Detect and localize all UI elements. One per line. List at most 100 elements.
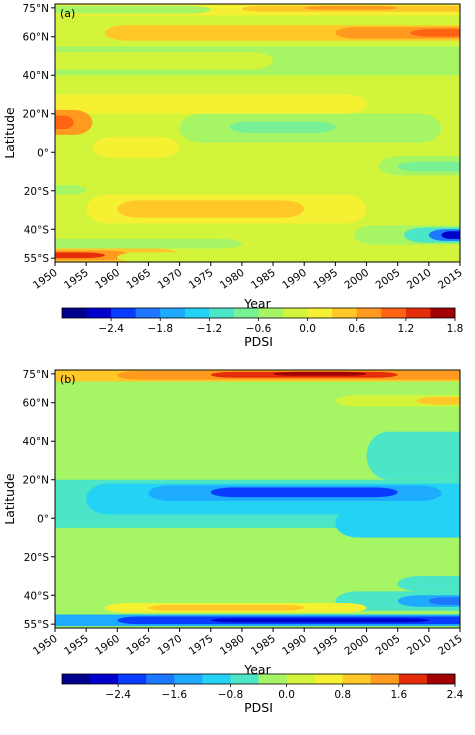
x-tick-label: 1960 xyxy=(93,633,122,658)
heatmap-cell xyxy=(273,371,367,376)
y-tick-label: 0° xyxy=(37,513,49,525)
colorbar-tick-label: 1.8 xyxy=(447,323,464,335)
x-tick-label: 1965 xyxy=(124,633,153,658)
colorbar-swatch xyxy=(356,308,382,318)
x-tick-label: 1965 xyxy=(124,267,153,292)
heatmap-cell xyxy=(304,5,398,10)
y-tick-label: 55°S xyxy=(24,253,50,265)
panel-label: (b) xyxy=(60,373,76,386)
colorbar-frame xyxy=(61,673,456,685)
panel-a: 75°N 60°N 40°N 20°N 0° 20°S 40°S 55°S 1950 1955 19… xyxy=(0,0,475,365)
x-tick-label: 1995 xyxy=(311,267,340,292)
heatmap-cell xyxy=(416,396,460,405)
colorbar-tick-label: −1.8 xyxy=(148,323,174,335)
colorbar-swatch xyxy=(405,308,431,318)
heatmap-cell xyxy=(210,618,429,623)
colorbar-swatch xyxy=(111,308,137,318)
panel-label: (a) xyxy=(60,7,75,20)
colorbar-tick-label: −2.4 xyxy=(105,689,131,701)
colorbar-swatch xyxy=(62,674,91,684)
colorbar-swatch xyxy=(135,308,161,318)
plot-frame xyxy=(54,3,461,263)
y-tick-label: 20°N xyxy=(23,109,49,121)
colorbar-swatch xyxy=(90,674,119,684)
x-axis-label: Year xyxy=(243,296,271,311)
x-tick-label: 1970 xyxy=(156,267,185,292)
x-tick-label: 1950 xyxy=(31,633,60,658)
x-tick-label: 1985 xyxy=(249,633,278,658)
colorbar-swatch xyxy=(426,674,456,684)
colorbar-swatch xyxy=(430,308,456,318)
colorbar-swatch xyxy=(209,308,235,318)
heatmap-cell xyxy=(117,200,305,218)
colorbar-swatch xyxy=(230,674,259,684)
x-tick-label: 1990 xyxy=(280,267,309,292)
y-tick-label: 0° xyxy=(37,147,49,159)
colorbar-tick-label: −0.8 xyxy=(218,689,244,701)
heatmap-cell xyxy=(410,29,460,37)
colorbar-tick-label: 1.6 xyxy=(391,689,408,701)
colorbar-swatch xyxy=(146,674,175,684)
y-tick-label: 40°S xyxy=(24,224,50,236)
colorbar-swatch xyxy=(381,308,407,318)
heatmap-cell xyxy=(55,52,274,70)
colorbar-swatch xyxy=(202,674,231,684)
heatmap-cell xyxy=(55,94,367,114)
y-tick-label: 60°N xyxy=(23,32,49,44)
colorbar-swatch xyxy=(160,308,186,318)
x-tick-label: 2005 xyxy=(374,633,403,658)
colorbar-swatch xyxy=(370,674,400,684)
heatmap-cell xyxy=(148,604,305,611)
y-tick-label: 40°N xyxy=(23,436,49,448)
y-tick-label: 20°S xyxy=(24,552,50,564)
x-tick-label: 1980 xyxy=(218,267,247,292)
x-tick-label: 1980 xyxy=(218,633,247,658)
colorbar-label: PDSI xyxy=(244,334,273,349)
x-tick-label: 1990 xyxy=(280,633,309,658)
heatmap-cell xyxy=(335,508,460,538)
colorbar-tick-label: 2.4 xyxy=(447,689,464,701)
heatmap-cell xyxy=(397,576,460,592)
heatmap-cell xyxy=(397,161,460,172)
colorbar-swatch xyxy=(314,674,344,684)
x-tick-label: 1950 xyxy=(31,267,60,292)
colorbar-swatch xyxy=(174,674,203,684)
heatmap-cell xyxy=(92,136,180,159)
colorbar-tick-label: −2.4 xyxy=(98,323,124,335)
x-axis-label: Year xyxy=(243,662,271,677)
colorbar-swatch xyxy=(258,308,284,318)
colorbar-label: PDSI xyxy=(244,700,273,715)
heatmap-cell xyxy=(55,238,242,249)
x-tick-label: 2010 xyxy=(405,267,434,292)
heatmap-cell xyxy=(55,252,105,259)
colorbar-swatch xyxy=(332,308,358,318)
heatmap-cell xyxy=(55,115,74,130)
colorbar-swatch xyxy=(283,308,309,318)
y-tick-label: 55°S xyxy=(24,619,50,631)
x-tick-label: 1955 xyxy=(62,633,91,658)
colorbar-tick-label: −0.6 xyxy=(246,323,272,335)
x-tick-label: 2010 xyxy=(405,633,434,658)
heatmap-cell xyxy=(55,184,87,195)
colorbar-swatch xyxy=(86,308,112,318)
y-tick-label: 20°S xyxy=(24,186,50,198)
heatmap-cell xyxy=(210,487,398,498)
plot-frame xyxy=(54,369,461,629)
colorbar-swatch xyxy=(62,308,87,318)
y-tick-label: 40°S xyxy=(24,590,50,602)
colorbar-swatch xyxy=(286,674,316,684)
colorbar-swatch xyxy=(342,674,372,684)
x-tick-label: 2000 xyxy=(342,633,371,658)
heatmap-field xyxy=(55,4,460,262)
x-tick-label: 2015 xyxy=(436,267,465,292)
x-tick-label: 1975 xyxy=(187,633,216,658)
heatmap-cell xyxy=(366,431,460,480)
colorbar-swatch xyxy=(184,308,210,318)
x-tick-label: 2005 xyxy=(374,267,403,292)
y-tick-label: 20°N xyxy=(23,475,49,487)
colorbar-tick-label: 0.0 xyxy=(299,323,316,335)
y-tick-label: 60°N xyxy=(23,398,49,410)
y-tick-label: 75°N xyxy=(23,3,49,15)
heatmap-cell xyxy=(55,5,211,14)
